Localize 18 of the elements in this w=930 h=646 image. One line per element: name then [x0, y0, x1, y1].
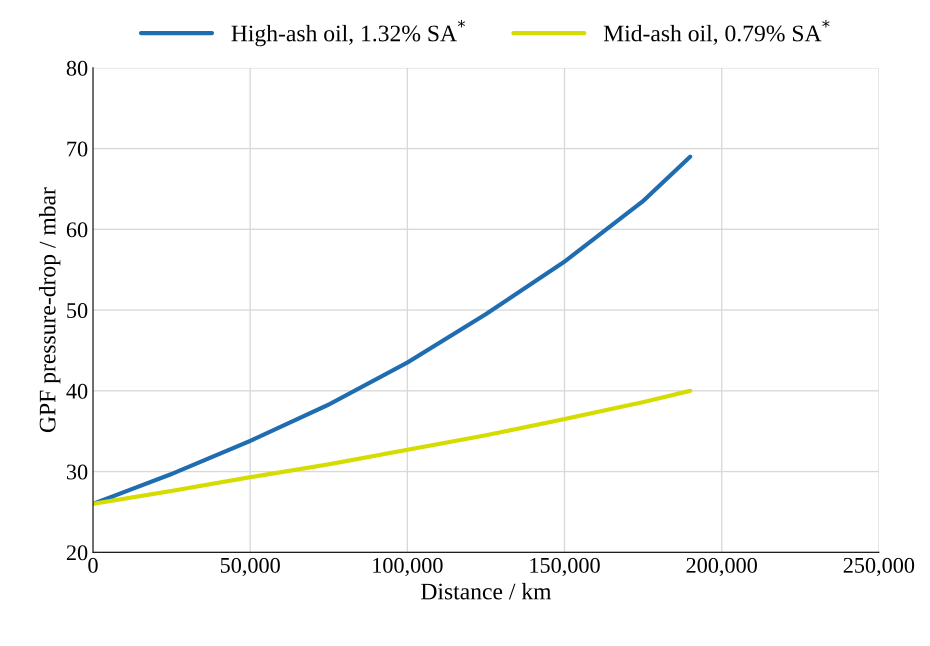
legend-label: High-ash oil, 1.32% SA$^{*}$ — [231, 20, 466, 46]
x-tick-label: 150,000 — [530, 558, 600, 576]
y-tick-label: 20 — [66, 545, 88, 560]
x-tick-label: 250,000 — [844, 558, 914, 576]
x-tick-label: 50,000 — [220, 558, 280, 576]
x-tick-label: 200,000 — [686, 558, 757, 576]
y-axis-title: GPF pressure-drop / mbar — [38, 187, 60, 432]
y-tick-label: 60 — [66, 222, 88, 238]
x-tick-label: 100,000 — [373, 558, 443, 576]
y-tick-label: 80 — [66, 60, 88, 76]
x-axis-title: Distance / km — [421, 582, 552, 600]
y-tick-label: 50 — [67, 303, 88, 318]
y-tick-label: 40 — [66, 384, 88, 399]
line-series — [93, 388, 692, 506]
y-tick-label: 70 — [67, 142, 88, 157]
legend-label: Mid-ash oil, 0.79% SA$^{*}$ — [604, 20, 830, 45]
x-tick-label: 0 — [88, 558, 98, 573]
y-tick-label: 30 — [66, 464, 88, 480]
